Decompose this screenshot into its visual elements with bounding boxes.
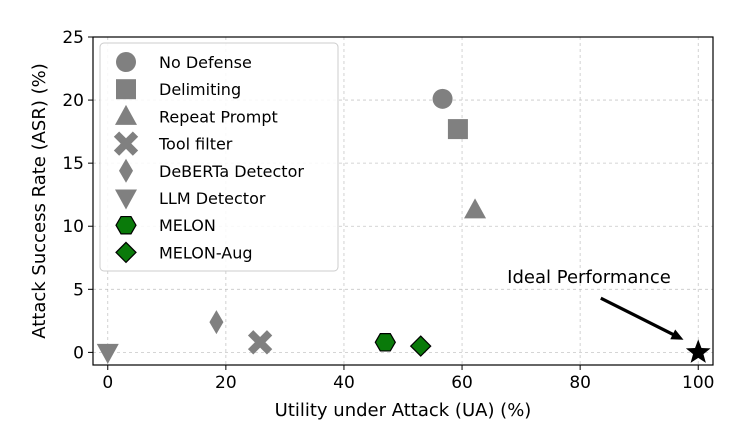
annotation-arrow bbox=[600, 296, 684, 340]
legend-label: Repeat Prompt bbox=[159, 107, 278, 126]
legend-marker-no-defense bbox=[116, 52, 136, 72]
ideal-point-star bbox=[685, 339, 711, 363]
x-tick-label: 0 bbox=[102, 373, 113, 393]
annotation-label: Ideal Performance bbox=[507, 267, 671, 288]
x-tick-label: 60 bbox=[451, 373, 473, 393]
x-tick-label: 40 bbox=[333, 373, 355, 393]
point-tool-filter bbox=[247, 330, 273, 355]
legend-marker-tool-filter bbox=[113, 131, 139, 156]
legend-marker-deberta-detector bbox=[119, 158, 133, 183]
legend: No Defense Delimiting Repeat Prompt Tool fi… bbox=[99, 42, 339, 272]
annotations: Ideal Performance bbox=[507, 267, 684, 340]
legend-marker-melon-aug bbox=[115, 241, 137, 264]
legend-label: Tool filter bbox=[158, 135, 233, 154]
legend-label: LLM Detector bbox=[159, 189, 266, 208]
legend-marker-llm-detector bbox=[115, 189, 137, 210]
point-no-defense bbox=[432, 88, 453, 109]
legend-box bbox=[99, 42, 339, 272]
legend-label: DeBERTa Detector bbox=[159, 162, 304, 181]
y-axis-label: Attack Success Rate (ASR) (%) bbox=[29, 63, 50, 339]
x-tick-label: 80 bbox=[569, 373, 591, 393]
axis-ticks: 0 20 40 60 80 100 0 5 10 15 20 25 bbox=[62, 28, 714, 393]
x-axis-label: Utility under Attack (UA) (%) bbox=[275, 400, 532, 421]
y-tick-label: 5 bbox=[73, 280, 84, 300]
legend-label: No Defense bbox=[159, 53, 252, 72]
y-tick-label: 20 bbox=[62, 91, 84, 111]
point-delimiting bbox=[447, 119, 468, 140]
legend-label: Delimiting bbox=[159, 80, 241, 99]
point-deberta-detector bbox=[209, 310, 224, 335]
y-tick-label: 25 bbox=[62, 28, 84, 48]
y-tick-label: 0 bbox=[73, 343, 84, 363]
legend-label: MELON bbox=[159, 216, 216, 235]
legend-marker-repeat-prompt bbox=[115, 104, 137, 125]
x-tick-label: 100 bbox=[682, 373, 714, 393]
plot-area bbox=[92, 36, 714, 366]
x-tick-label: 20 bbox=[215, 373, 237, 393]
legend-marker-melon bbox=[115, 215, 137, 235]
legend-marker-delimiting bbox=[116, 79, 136, 100]
point-repeat-prompt bbox=[464, 198, 487, 219]
y-tick-label: 10 bbox=[62, 217, 84, 237]
point-llm-detector bbox=[96, 343, 119, 364]
data-points bbox=[96, 88, 711, 364]
point-melon-aug bbox=[409, 335, 432, 357]
point-melon bbox=[374, 333, 396, 352]
y-tick-label: 15 bbox=[62, 154, 84, 174]
legend-label: MELON-Aug bbox=[159, 243, 252, 262]
